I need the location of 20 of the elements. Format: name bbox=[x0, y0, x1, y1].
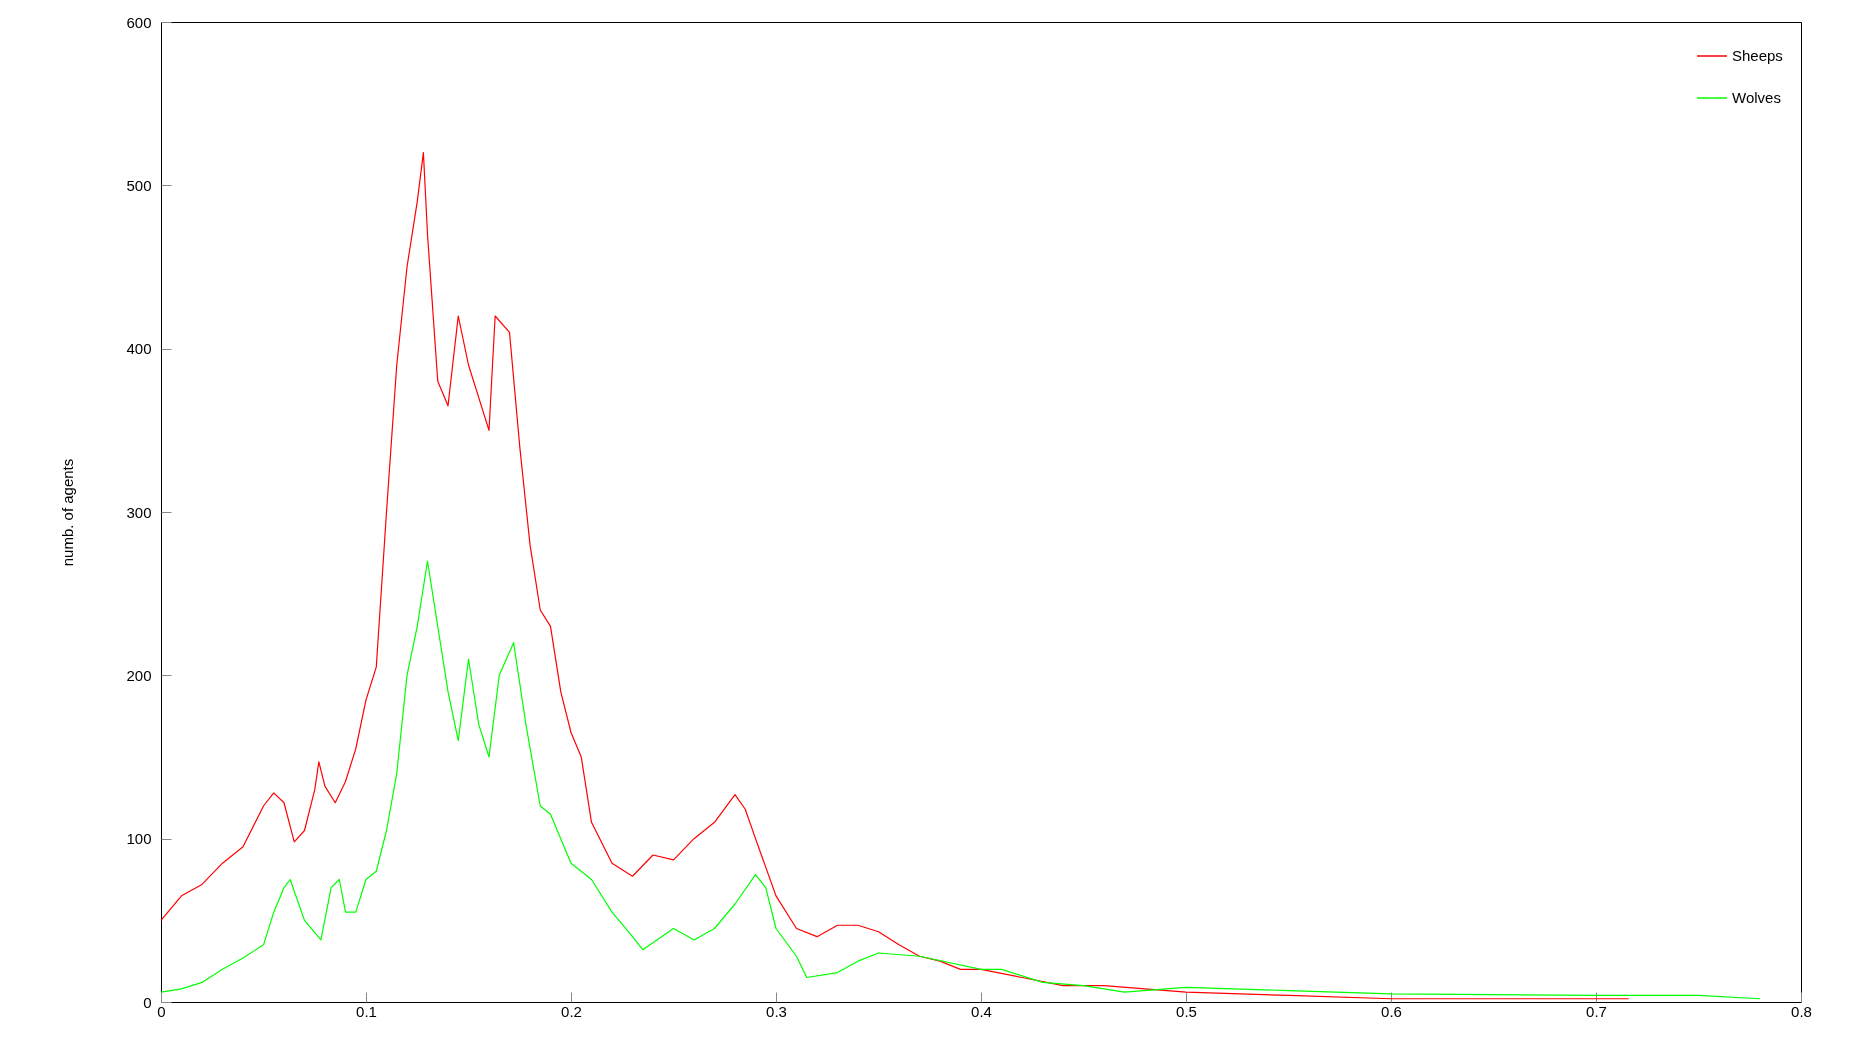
y-axis-title: numb. of agents bbox=[59, 458, 77, 567]
x-tick-label: 0.1 bbox=[356, 1002, 377, 1020]
y-tick-label: 100 bbox=[126, 830, 152, 848]
x-tick-label: 0.3 bbox=[766, 1002, 787, 1020]
y-tick-label: 300 bbox=[126, 503, 152, 521]
x-tick-label: 0.6 bbox=[1381, 1002, 1402, 1020]
line-series bbox=[160, 560, 1761, 1000]
y-tick-label: 500 bbox=[126, 176, 152, 194]
x-tick-label: 0.2 bbox=[561, 1002, 582, 1020]
x-tick-label: 0.7 bbox=[1586, 1002, 1607, 1020]
legend-label: Wolves bbox=[1732, 89, 1781, 106]
x-tick-label: 0.5 bbox=[1176, 1002, 1197, 1020]
x-tick-label: 0 bbox=[157, 1002, 166, 1020]
x-tick-label: 0.4 bbox=[971, 1002, 992, 1020]
line-series bbox=[160, 152, 1630, 1000]
legend-label: Sheeps bbox=[1732, 47, 1783, 64]
y-tick-label: 400 bbox=[126, 340, 152, 358]
x-tick-label: 0.8 bbox=[1791, 1002, 1812, 1020]
y-tick-label: 200 bbox=[126, 666, 152, 684]
y-tick-label: 600 bbox=[126, 13, 152, 31]
